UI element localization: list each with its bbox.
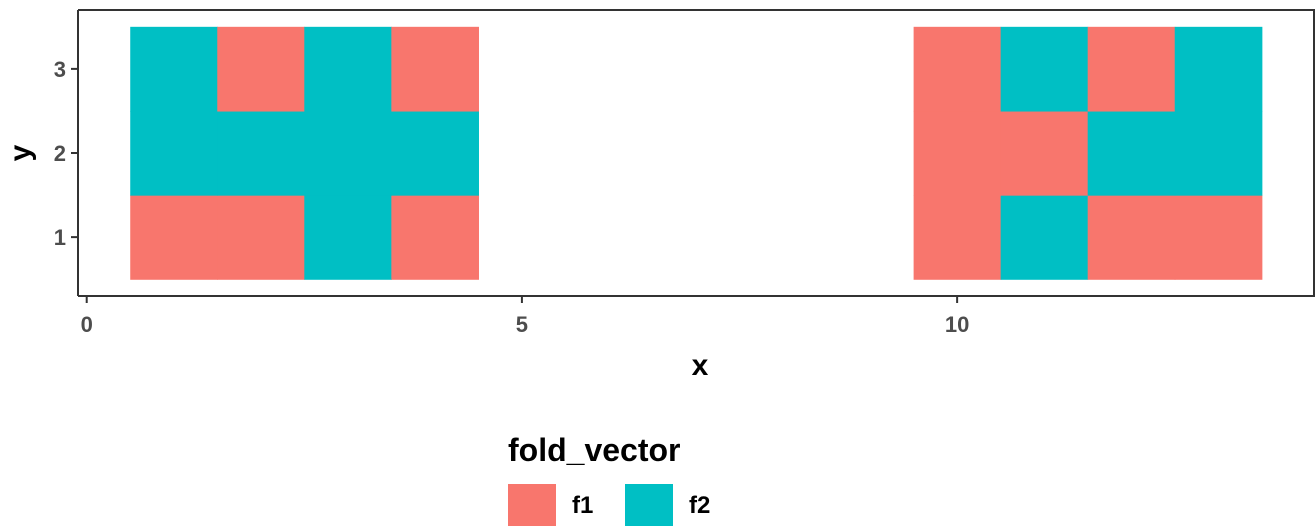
tile-f1-x4-y1 — [391, 195, 479, 280]
tile-f1-x11-y2 — [1000, 110, 1089, 196]
tile-f1-x13-y1 — [1174, 195, 1263, 280]
legend-swatch-f2 — [625, 484, 673, 526]
x-tick-label: 10 — [945, 312, 969, 337]
axes-layer — [77, 9, 1315, 297]
y-tick-label: 2 — [54, 141, 66, 166]
y-tick-label: 3 — [54, 57, 66, 82]
tile-f1-x12-y3 — [1087, 26, 1176, 112]
tile-f2-x4-y2 — [391, 110, 479, 196]
tile-f2-x11-y3 — [1000, 26, 1089, 112]
legend: fold_vector f1 f2 — [508, 432, 710, 526]
tile-f1-x10-y1 — [913, 195, 1002, 280]
tile-f1-x10-y2 — [913, 110, 1002, 196]
legend-label-f2: f2 — [689, 492, 710, 519]
tile-f2-x13-y3 — [1174, 26, 1263, 112]
tile-f1-x2-y3 — [217, 26, 305, 112]
tile-f2-x3-y3 — [304, 26, 392, 112]
tile-f2-x13-y2 — [1174, 110, 1263, 196]
legend-entries: f1 f2 — [508, 484, 710, 526]
ticks-layer: 0 5 10 1 2 3 — [54, 57, 970, 337]
x-tick-label: 5 — [516, 312, 528, 337]
tile-f2-x12-y2 — [1087, 110, 1176, 196]
tile-f2-x1-y2 — [130, 110, 218, 196]
legend-title: fold_vector — [508, 432, 680, 468]
tile-f1-x1-y1 — [130, 195, 218, 280]
legend-label-f1: f1 — [572, 492, 593, 519]
tile-f1-x2-y1 — [217, 195, 305, 280]
x-axis-title: x — [692, 349, 709, 382]
tile-f2-x11-y1 — [1000, 195, 1089, 280]
legend-swatch-f1 — [508, 484, 556, 526]
y-tick-label: 1 — [54, 225, 66, 250]
tile-f2-x3-y2 — [304, 110, 392, 196]
x-tick-label: 0 — [81, 312, 93, 337]
tile-f2-x1-y3 — [130, 26, 218, 112]
tile-f1-x12-y1 — [1087, 195, 1176, 280]
tiles-layer — [130, 26, 1263, 280]
tile-f1-x10-y3 — [913, 26, 1002, 112]
tile-f2-x2-y2 — [217, 110, 305, 196]
y-axis-title: y — [4, 144, 37, 161]
tile-f2-x3-y1 — [304, 195, 392, 280]
tile-f1-x4-y3 — [391, 26, 479, 112]
